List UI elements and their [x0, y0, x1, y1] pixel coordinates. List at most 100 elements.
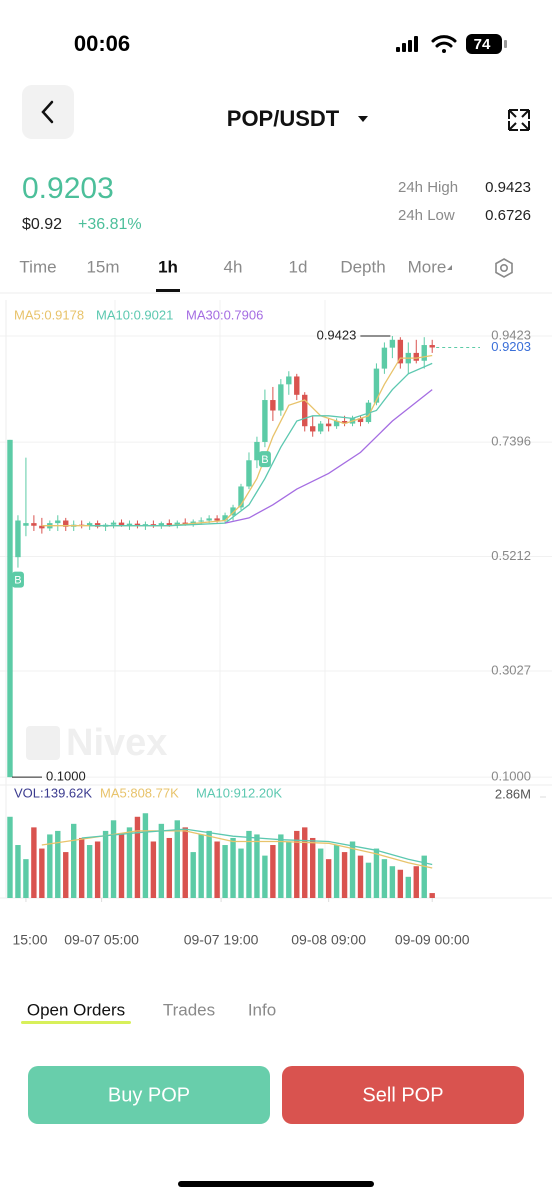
volume-bar [55, 830, 61, 898]
candle-body [365, 402, 372, 423]
order-tab[interactable]: Info [248, 1000, 276, 1019]
interval-tab[interactable]: Time [19, 257, 56, 276]
volume-bar [373, 848, 380, 898]
candle-body [31, 523, 37, 526]
candle-body [397, 339, 404, 364]
volume-bar [357, 855, 364, 898]
volume-tick-label: 2.86M [495, 786, 531, 801]
pair-dropdown[interactable] [358, 116, 368, 122]
candle-body [429, 345, 435, 348]
order-tab[interactable]: Trades [163, 1000, 215, 1019]
volume-bar [39, 848, 45, 898]
volume-bar [246, 830, 252, 898]
chart: Nivex 0.9423 0.7396 0.5212 0.3027 0.1000 MA5:0… [0, 300, 552, 948]
interval-tab[interactable]: 15m [86, 257, 119, 276]
sell-button[interactable] [282, 1066, 524, 1124]
volume-bar [405, 876, 412, 898]
volume-bar [341, 852, 348, 898]
candle-body [357, 418, 364, 423]
candle-body [278, 384, 284, 411]
candle-body [174, 522, 180, 526]
candle-body [389, 339, 396, 348]
volume-bar [230, 837, 236, 898]
more-caret [447, 265, 452, 270]
fullscreen-icon[interactable] [508, 109, 530, 131]
candle-body [333, 420, 340, 427]
watermark-logo [26, 726, 60, 760]
candle-body [63, 520, 69, 527]
volume-bar [389, 866, 396, 898]
tab-underline [21, 1021, 131, 1024]
pair-title[interactable]: POP/USDT [227, 106, 340, 131]
candle-body [246, 460, 252, 487]
candle-body [238, 486, 244, 508]
candle-body [55, 520, 61, 524]
interval-tab[interactable]: 4h [224, 257, 243, 276]
watermark: Nivex [66, 722, 167, 764]
candle-body [182, 522, 188, 525]
last-price: 0.9203 [22, 172, 114, 205]
candle-body [373, 368, 380, 403]
candle-body [325, 423, 332, 427]
buy-label: Buy POP [108, 1084, 190, 1106]
volume-bar [110, 820, 117, 898]
candle-body [86, 523, 93, 526]
volume-bar [397, 869, 404, 898]
volume-bar [365, 862, 372, 898]
volume-bar [94, 841, 101, 898]
interval-tab[interactable]: 1d [289, 257, 308, 276]
volume-bar [71, 823, 77, 898]
candle-body [150, 524, 157, 526]
ma-label: MA10:0.9021 [96, 307, 173, 322]
y-tick-label: 0.5212 [491, 548, 531, 563]
volume-bar [166, 837, 173, 898]
volume-bar [47, 834, 53, 898]
interval-tab[interactable]: Depth [340, 257, 385, 276]
buy-button[interactable] [28, 1066, 270, 1124]
volume-bar [286, 841, 292, 898]
volume-label: VOL:139.62K [14, 785, 92, 800]
candle-body [39, 525, 45, 529]
volume-bar [302, 827, 308, 898]
candle-body [341, 420, 348, 424]
volume-ma-label: MA10:912.20K [196, 785, 282, 800]
back-button[interactable] [22, 85, 74, 139]
candle-body [317, 423, 324, 432]
settings-icon[interactable] [495, 258, 513, 278]
buy-marker [258, 451, 271, 468]
candle-body [254, 441, 260, 461]
volume-bar [333, 845, 340, 898]
candle-body [110, 522, 117, 525]
ma-label: MA5:0.9178 [14, 307, 84, 322]
high-label: 24h High [398, 179, 458, 196]
high-value: 0.9423 [485, 179, 531, 196]
interval-tab[interactable]: More [408, 257, 447, 276]
candle-body [230, 507, 236, 516]
candle-body [118, 522, 125, 526]
buy-marker-label: B [14, 575, 21, 587]
volume-bar [294, 830, 300, 898]
volume-bar [150, 841, 157, 898]
interval-tab[interactable]: 1h [158, 257, 178, 276]
volume-ma-label: MA5:808.77K [100, 785, 179, 800]
interval-tabs: Time 15m 1h 4h 1d Depth More [19, 257, 452, 292]
wifi-icon [431, 35, 457, 53]
x-tick-label: 09-09 00:00 [395, 932, 470, 948]
candle-body [206, 518, 212, 521]
ma-label: MA30:0.7906 [186, 307, 263, 322]
last-price-label: 0.9203 [491, 339, 531, 354]
order-tabs: Open Orders Trades Info [21, 1000, 276, 1024]
volume-bar [325, 859, 332, 898]
home-indicator [178, 1181, 374, 1187]
volume-bar [86, 845, 93, 898]
volume-bar [254, 834, 260, 898]
volume-bar [78, 837, 85, 898]
order-tab[interactable]: Open Orders [27, 1000, 125, 1019]
volume-bar [413, 866, 419, 898]
low-marker-label: 0.1000 [46, 769, 86, 784]
volume-bar [158, 823, 165, 898]
x-tick-label: 15:00 [12, 932, 47, 948]
candle-body [126, 523, 133, 526]
sell-label: Sell POP [362, 1084, 443, 1106]
